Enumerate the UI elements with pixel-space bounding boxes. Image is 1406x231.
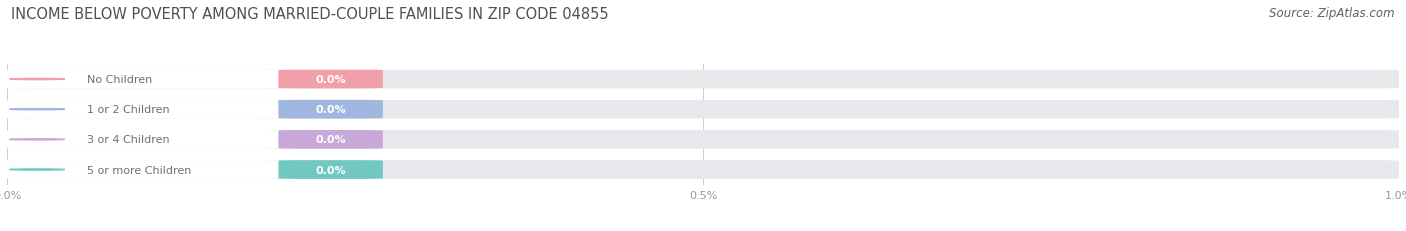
Text: Source: ZipAtlas.com: Source: ZipAtlas.com [1270,7,1395,20]
Text: No Children: No Children [87,75,152,85]
FancyBboxPatch shape [278,161,382,179]
Text: 0.0%: 0.0% [315,165,346,175]
FancyBboxPatch shape [278,100,382,119]
FancyBboxPatch shape [7,100,278,119]
Text: 3 or 4 Children: 3 or 4 Children [87,135,170,145]
Circle shape [10,139,65,140]
FancyBboxPatch shape [7,70,1399,89]
FancyBboxPatch shape [278,131,382,149]
Text: 0.0%: 0.0% [315,75,346,85]
Circle shape [10,109,65,110]
FancyBboxPatch shape [278,70,382,89]
Circle shape [10,169,65,170]
Text: 5 or more Children: 5 or more Children [87,165,191,175]
Text: 1 or 2 Children: 1 or 2 Children [87,105,170,115]
Text: 0.0%: 0.0% [315,135,346,145]
Text: INCOME BELOW POVERTY AMONG MARRIED-COUPLE FAMILIES IN ZIP CODE 04855: INCOME BELOW POVERTY AMONG MARRIED-COUPL… [11,7,609,22]
FancyBboxPatch shape [7,161,278,179]
FancyBboxPatch shape [7,70,278,89]
FancyBboxPatch shape [7,131,1399,149]
Circle shape [10,79,65,80]
FancyBboxPatch shape [7,161,1399,179]
FancyBboxPatch shape [7,100,1399,119]
Text: 0.0%: 0.0% [315,105,346,115]
FancyBboxPatch shape [7,131,278,149]
